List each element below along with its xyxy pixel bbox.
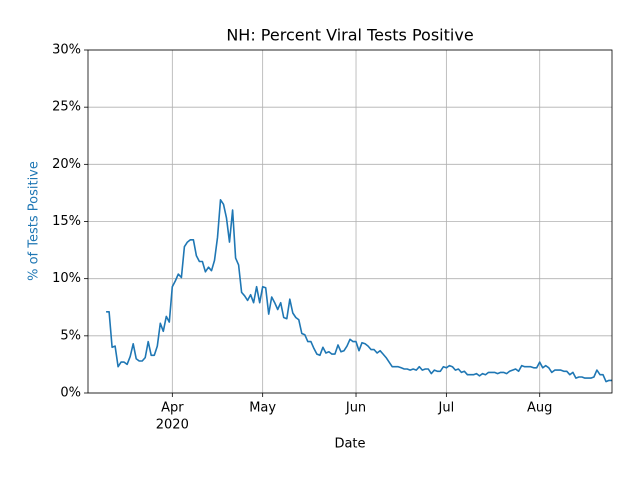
y-tick-label: 10% <box>52 271 81 286</box>
data-line <box>106 199 612 383</box>
y-tick-label: 5% <box>60 328 81 343</box>
y-tick-label: 15% <box>52 214 81 229</box>
x-tick-label: Jul <box>438 401 455 416</box>
y-tick-label: 25% <box>52 100 81 115</box>
x-tick-label: Apr <box>161 401 184 416</box>
x-tick-label: Aug <box>527 401 552 416</box>
y-axis-label: % of Tests Positive <box>27 161 42 281</box>
x-tick-label: May <box>249 401 276 416</box>
y-tick-label: 20% <box>52 157 81 172</box>
chart-title: NH: Percent Viral Tests Positive <box>226 26 473 45</box>
y-tick-label: 0% <box>60 386 81 401</box>
y-tick-label: 30% <box>52 43 81 58</box>
x-tick-label: Jun <box>345 401 366 416</box>
x-axis-label: Date <box>334 437 365 452</box>
plot-frame <box>87 49 613 394</box>
x-tick-year: 2020 <box>156 418 189 433</box>
